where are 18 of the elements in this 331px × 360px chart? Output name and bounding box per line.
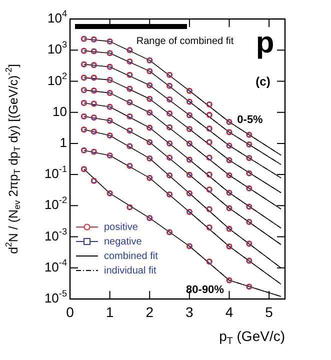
legend-label: negative (104, 236, 142, 248)
annotation: 80-90% (186, 284, 224, 296)
legend-label: positive (104, 222, 138, 233)
legend-label: individual fit (104, 265, 156, 276)
y-tick-label: 1 (60, 135, 68, 150)
legend-label: combined fit (104, 250, 158, 262)
annotation: (c) (256, 74, 270, 88)
annotation: p (256, 26, 274, 60)
x-tick-label: 4 (225, 304, 234, 320)
y-tick-label: 10 (52, 104, 68, 119)
text: d2N / (Nev 2πpT dpT dy) [(GeV/c)-2] (4, 64, 22, 254)
annotation: 0-5% (237, 114, 264, 126)
x-tick-label: 3 (186, 304, 194, 320)
x-tick-label: 2 (146, 304, 154, 320)
x-tick-label: 0 (66, 304, 74, 320)
x-tick-label: 1 (106, 304, 114, 320)
annotation: Range of combined fit (136, 36, 234, 47)
x-tick-label: 5 (265, 304, 274, 320)
